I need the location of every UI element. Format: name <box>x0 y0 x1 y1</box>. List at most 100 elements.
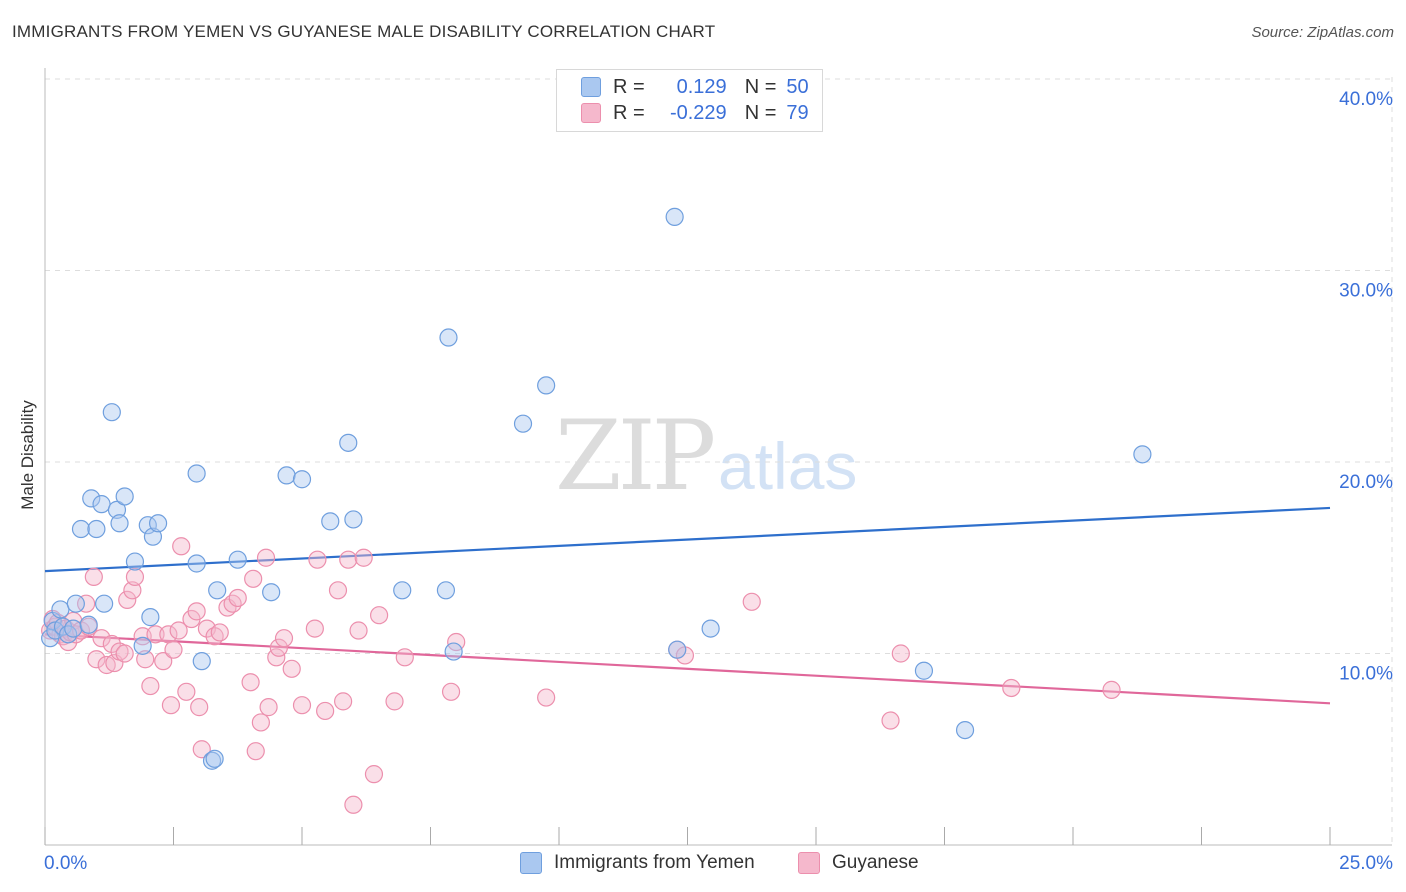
bottom-legend-swatch-yemen <box>520 852 542 874</box>
legend-n-value: 79 <box>786 101 809 124</box>
point-guyanese <box>118 590 137 609</box>
point-guyanese <box>881 711 900 730</box>
point-yemen <box>205 749 224 768</box>
point-guyanese <box>292 696 312 715</box>
point-yemen <box>665 207 684 226</box>
point-guyanese <box>187 602 206 621</box>
chart-title: IMMIGRANTS FROM YEMEN VS GUYANESE MALE D… <box>12 22 716 41</box>
legend-n-label: N = <box>744 75 777 98</box>
point-guyanese <box>169 621 188 640</box>
point-yemen <box>143 527 163 546</box>
point-yemen <box>87 519 106 539</box>
bottom-legend-swatch-guyanese <box>798 852 820 874</box>
point-yemen <box>107 500 127 519</box>
point-yemen <box>148 514 168 533</box>
point-yemen <box>292 470 312 489</box>
point-guyanese <box>228 588 247 608</box>
point-yemen <box>914 661 934 680</box>
point-guyanese <box>742 592 761 611</box>
point-guyanese <box>192 740 211 759</box>
y-tick-label: 10.0% <box>1339 664 1393 685</box>
point-yemen <box>228 550 247 569</box>
point-yemen <box>537 376 556 395</box>
point-guyanese <box>251 713 270 732</box>
legend-r-value: -0.229 <box>669 101 727 124</box>
x-tick-label-min: 0.0% <box>44 853 87 874</box>
point-yemen <box>393 581 412 600</box>
point-yemen <box>513 414 533 433</box>
point-yemen <box>187 554 206 573</box>
bottom-legend-label-yemen: Immigrants from Yemen <box>554 852 755 873</box>
point-yemen <box>95 594 114 613</box>
point-yemen <box>187 464 206 483</box>
point-yemen <box>192 652 211 671</box>
point-guyanese <box>154 652 173 671</box>
point-guyanese <box>354 548 373 567</box>
legend-r-label: R = <box>613 75 645 98</box>
bottom-legend-yemen: Immigrants from Yemen <box>520 852 755 874</box>
point-yemen <box>64 619 83 638</box>
point-guyanese <box>370 606 389 625</box>
point-yemen <box>102 403 121 422</box>
point-guyanese <box>146 625 165 644</box>
point-guyanese <box>246 742 265 761</box>
trend-line-yemen <box>44 506 1331 573</box>
trend-line-guyanese <box>44 633 1331 705</box>
point-guyanese <box>891 644 910 663</box>
point-guyanese <box>334 692 353 711</box>
y-tick-label: 20.0% <box>1339 472 1393 493</box>
source-credit: Source: ZipAtlas.com <box>1251 24 1394 41</box>
y-tick-label: 40.0% <box>1339 89 1393 110</box>
point-guyanese <box>102 634 121 654</box>
point-guyanese <box>177 682 196 701</box>
data-points <box>41 207 1152 814</box>
point-guyanese <box>395 648 414 667</box>
point-yemen <box>208 581 227 600</box>
point-yemen <box>141 608 160 627</box>
point-yemen <box>344 510 363 529</box>
point-guyanese <box>123 581 142 600</box>
point-guyanese <box>161 696 181 715</box>
y-tick-label: 30.0% <box>1339 281 1393 302</box>
point-yemen <box>51 600 70 619</box>
gridlines <box>45 77 1393 845</box>
legend-swatch-guyanese <box>581 103 601 123</box>
point-guyanese <box>256 548 276 567</box>
legend-r-value: 0.129 <box>676 75 727 98</box>
point-guyanese <box>316 701 335 721</box>
legend-swatch-yemen <box>581 77 601 97</box>
legend-n-value: 50 <box>786 75 809 98</box>
point-guyanese <box>84 567 103 587</box>
point-yemen <box>125 552 145 571</box>
point-yemen <box>202 751 222 770</box>
point-guyanese <box>244 569 263 588</box>
point-guyanese <box>172 537 191 556</box>
point-guyanese <box>339 550 358 569</box>
point-guyanese <box>537 688 556 707</box>
point-yemen <box>955 720 975 740</box>
point-guyanese <box>115 644 134 663</box>
point-guyanese <box>190 698 209 717</box>
point-guyanese <box>241 673 260 692</box>
trend-lines <box>44 506 1331 705</box>
point-guyanese <box>1102 680 1121 699</box>
point-guyanese <box>136 650 155 669</box>
point-guyanese <box>441 682 461 701</box>
point-yemen <box>110 514 129 533</box>
point-yemen <box>115 487 134 506</box>
watermark-zip: ZIP <box>555 400 716 512</box>
point-yemen <box>59 625 78 644</box>
point-guyanese <box>77 594 96 613</box>
point-yemen <box>436 581 456 600</box>
point-guyanese <box>269 638 288 657</box>
point-yemen <box>66 594 85 613</box>
point-guyanese <box>274 629 294 648</box>
point-guyanese <box>344 795 363 814</box>
point-guyanese <box>282 659 301 678</box>
axes <box>44 68 1392 846</box>
point-guyanese <box>385 692 404 711</box>
point-guyanese <box>125 567 145 587</box>
point-guyanese <box>141 676 160 696</box>
point-guyanese <box>305 619 324 638</box>
